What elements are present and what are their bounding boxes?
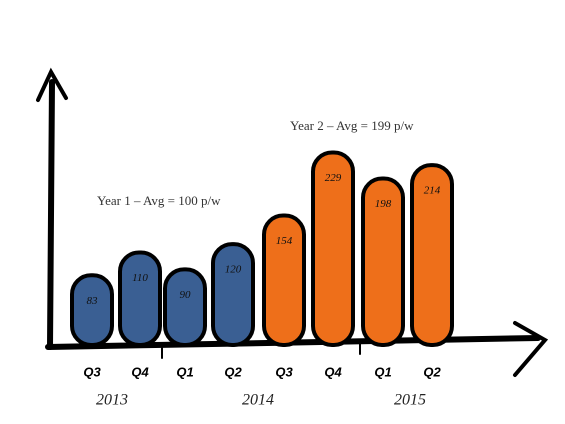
bar: [311, 150, 355, 347]
value-label: 198: [375, 198, 392, 210]
year-label: 2013: [96, 392, 128, 409]
annotation: Year 1 – Avg = 100 p/w: [97, 193, 221, 208]
x-tick-label: Q4: [131, 364, 149, 379]
year-dividers: [161, 343, 361, 359]
bar: [70, 273, 114, 347]
y-axis-arrow: [36, 67, 68, 102]
x-axis-arrow: [513, 321, 549, 377]
x-tick-label: Q3: [83, 364, 101, 379]
value-label: 214: [424, 185, 441, 197]
value-label: 120: [225, 264, 242, 276]
value-label: 229: [325, 172, 342, 184]
year-label: 2015: [394, 392, 426, 409]
annotation: Year 2 – Avg = 199 p/w: [290, 118, 414, 133]
x-tick-label: Q4: [324, 364, 342, 379]
year-label: 2014: [242, 392, 274, 409]
bar: [262, 213, 306, 347]
value-label: 90: [180, 289, 192, 301]
y-axis: [47, 79, 55, 350]
x-tick-label: Q2: [224, 364, 242, 379]
value-label: 110: [132, 272, 148, 284]
bar: [211, 242, 255, 347]
bar: [118, 250, 162, 347]
x-tick-label: Q3: [275, 364, 293, 379]
bar: [410, 163, 454, 347]
x-tick-label: Q2: [423, 364, 441, 379]
bar: [163, 267, 207, 347]
value-label: 83: [87, 295, 99, 307]
value-label: 154: [276, 235, 293, 247]
x-tick-label: Q1: [374, 364, 391, 379]
bar: [361, 176, 405, 347]
x-tick-label: Q1: [176, 364, 193, 379]
